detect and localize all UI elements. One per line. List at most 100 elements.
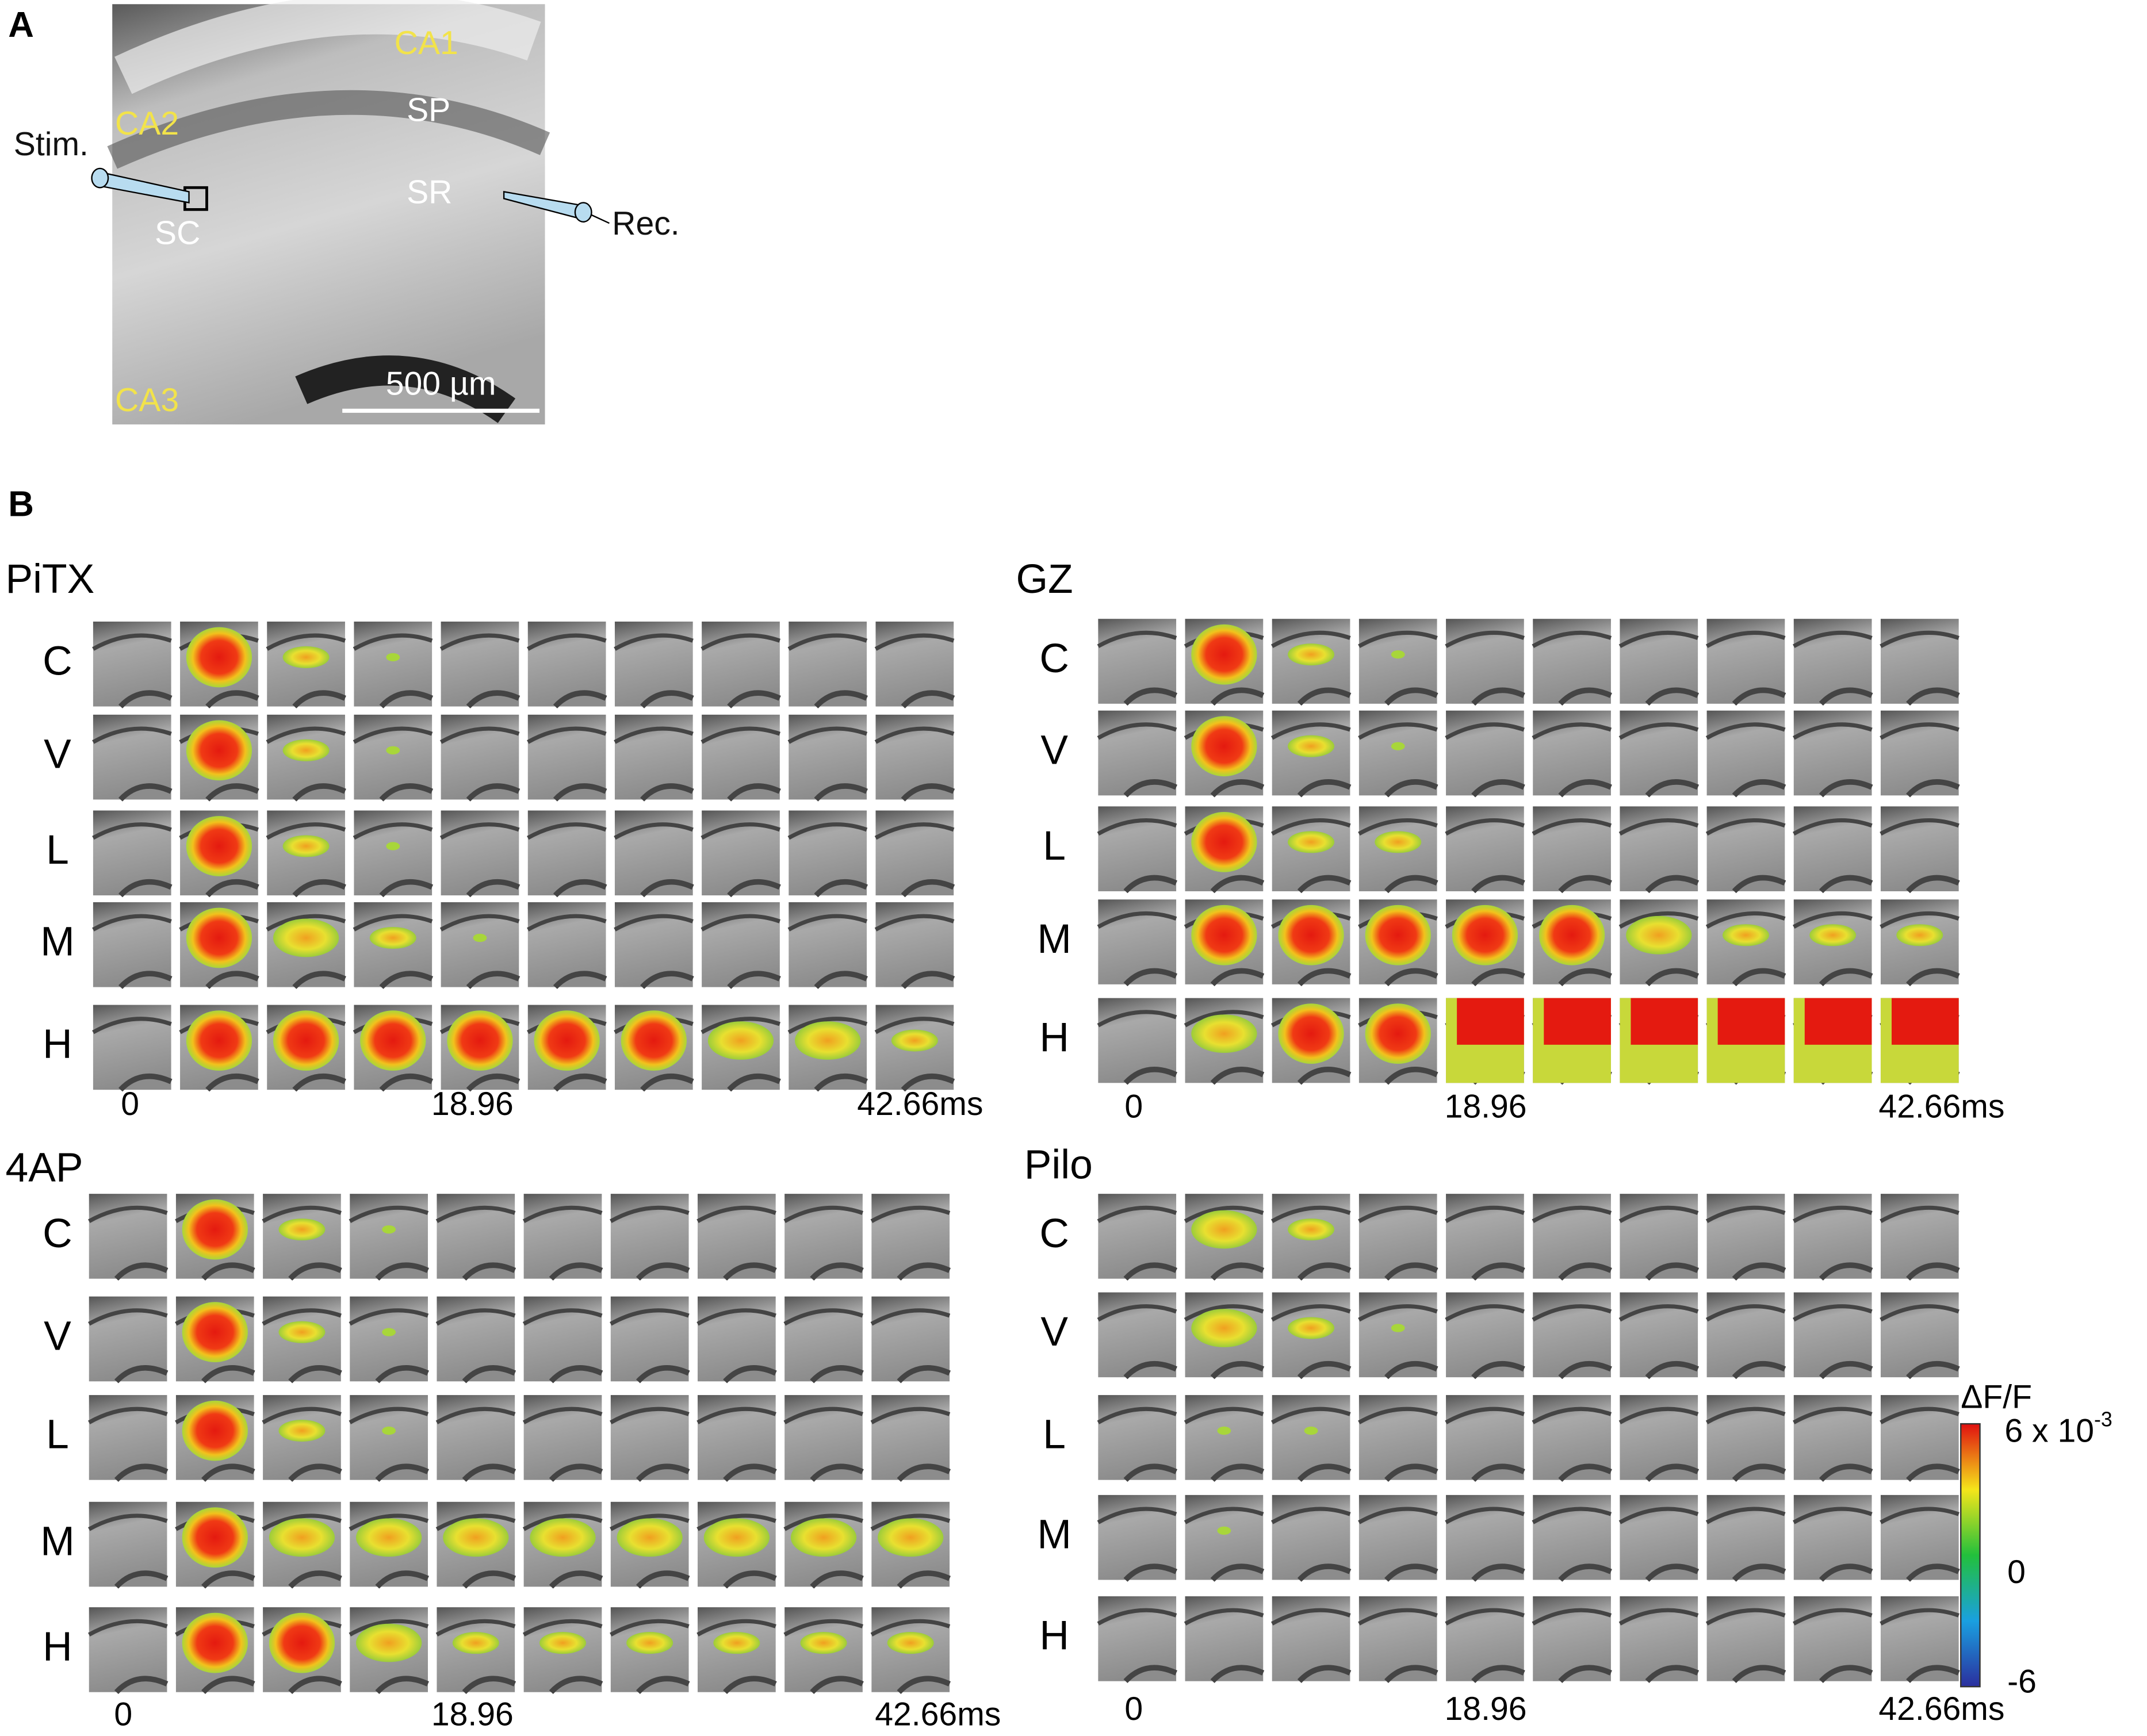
tile-arc	[1880, 630, 1960, 648]
tile-arc	[201, 1262, 255, 1281]
image-tile	[1880, 619, 1960, 706]
image-tile	[1793, 1494, 1873, 1582]
tile-arc	[727, 690, 781, 708]
scale-bar-label: 500 µm	[386, 366, 496, 403]
tile-arc	[435, 1619, 516, 1637]
tile-arc	[814, 971, 868, 989]
tile-arc	[462, 1365, 516, 1384]
activity	[182, 1400, 248, 1461]
tile-arc	[292, 783, 346, 802]
image-tile	[179, 810, 259, 898]
image-tile	[88, 1395, 169, 1482]
image-tile	[1184, 710, 1265, 798]
time-label: 18.96	[431, 1696, 514, 1733]
tile-arc	[292, 690, 346, 708]
tile-arc	[92, 633, 172, 651]
tile-arc	[553, 971, 607, 989]
time-label: 18.96	[1445, 1691, 1527, 1727]
activity	[1288, 831, 1335, 853]
image-tile	[439, 714, 521, 802]
image-tile	[783, 1194, 864, 1281]
tile-arc	[1819, 875, 1873, 894]
image-tile	[175, 1296, 255, 1384]
tile-arc	[466, 879, 521, 898]
image-tile	[353, 902, 434, 989]
activity	[539, 1632, 586, 1654]
tile-arc	[636, 1676, 690, 1695]
image-tile	[262, 1194, 342, 1281]
tile-arc	[1471, 1361, 1525, 1379]
image-tile	[1618, 806, 1700, 894]
image-tile	[1184, 1494, 1265, 1582]
image-tile	[1270, 998, 1352, 1085]
tile-arc	[1123, 779, 1178, 798]
image-tile	[1184, 1194, 1265, 1281]
activity	[186, 627, 252, 688]
tile-arc	[1819, 1563, 1873, 1582]
tile-arc	[1732, 875, 1786, 894]
tile-arc	[787, 1017, 868, 1034]
tile-arc	[266, 633, 346, 651]
tile-arc	[379, 971, 434, 989]
tile-arc	[1384, 687, 1438, 706]
tile-arc	[727, 783, 781, 802]
activity	[386, 653, 400, 662]
activity	[1191, 905, 1257, 965]
tile-arc	[379, 879, 434, 898]
image-tile	[614, 1005, 694, 1092]
activity	[186, 816, 252, 876]
activity	[1544, 998, 1611, 1045]
activity	[386, 842, 400, 850]
tile-arc	[527, 822, 607, 840]
image-tile	[874, 810, 955, 898]
tile-arc	[1645, 968, 1700, 987]
tile-arc	[701, 914, 781, 932]
tile-arc	[288, 1676, 342, 1695]
tile-arc	[1645, 875, 1700, 894]
tile-arc	[553, 690, 607, 708]
tile-arc	[810, 1262, 864, 1281]
image-tile	[522, 1607, 603, 1695]
tile-arc	[1445, 630, 1525, 648]
image-tile	[92, 1005, 173, 1092]
activity	[1191, 716, 1257, 777]
tile-arc	[1532, 722, 1612, 740]
image-tile	[179, 621, 259, 708]
tile-arc	[1097, 1407, 1177, 1424]
tile-arc	[439, 914, 520, 932]
row-label: V	[1040, 727, 1068, 773]
image-tile	[1358, 1194, 1438, 1281]
activity	[278, 1321, 326, 1343]
panel-label: A	[8, 5, 34, 45]
image-tile	[1184, 998, 1265, 1085]
tile-arc	[466, 783, 521, 802]
activity	[1278, 905, 1344, 965]
image-tile	[696, 1296, 777, 1384]
tile-arc	[1705, 630, 1786, 648]
tile-arc	[1445, 818, 1525, 836]
activity	[1631, 998, 1698, 1045]
tile-arc	[1384, 1361, 1438, 1379]
activity	[369, 926, 416, 949]
image-tile	[1358, 1395, 1438, 1482]
tile-arc	[1445, 1608, 1525, 1626]
tile-arc	[262, 1205, 342, 1223]
tile-arc	[1618, 722, 1699, 740]
tile-arc	[462, 1463, 516, 1482]
tile-arc	[897, 1262, 951, 1281]
image-tile	[1705, 710, 1786, 798]
image-tile	[870, 1607, 951, 1695]
tile-arc	[1384, 875, 1438, 894]
tile-arc	[1819, 779, 1873, 798]
tile-arc	[1819, 968, 1873, 987]
panel-label: B	[8, 484, 34, 524]
activity	[1191, 1210, 1257, 1249]
tile-arc	[1618, 1407, 1699, 1424]
tile-arc	[727, 879, 781, 898]
activity	[1288, 1317, 1335, 1339]
tile-arc	[522, 1308, 603, 1326]
tile-arc	[549, 1570, 603, 1589]
tile-arc	[1705, 722, 1786, 740]
image-tile	[787, 902, 868, 989]
tile-arc	[1210, 1361, 1265, 1379]
